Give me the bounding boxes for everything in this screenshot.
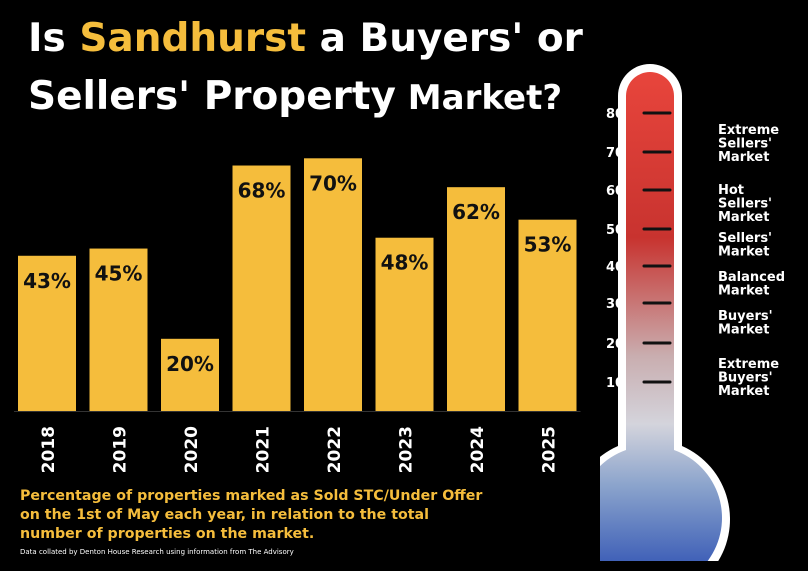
x-tick-label-2022: 2022 xyxy=(325,426,345,473)
scale-label-40: 40 xyxy=(606,260,624,275)
zone-label-5-0: Extreme xyxy=(718,357,779,372)
zone-label-5-1: Buyers' xyxy=(718,371,773,386)
x-tick-label-2021: 2021 xyxy=(254,426,274,473)
data-label-2018: 43% xyxy=(23,269,71,293)
zone-label-0-0: Extreme xyxy=(718,123,779,138)
bar-2025 xyxy=(518,219,577,411)
data-label-2021: 68% xyxy=(238,179,286,203)
bar-2022 xyxy=(304,158,362,411)
bar-2019 xyxy=(89,248,148,411)
data-label-2020: 20% xyxy=(166,352,214,376)
zone-label-1-0: Hot xyxy=(718,183,744,198)
zone-label-0-1: Sellers' xyxy=(718,137,772,152)
data-label-2023: 48% xyxy=(381,251,429,275)
title-location: Sandhurst xyxy=(79,16,307,61)
x-tick-label-2019: 2019 xyxy=(111,426,131,473)
x-tick-label-2025: 2025 xyxy=(540,426,560,473)
chart-title: Is Sandhurst a Buyers' or Sellers' Prope… xyxy=(28,10,583,127)
zone-label-3-1: Market xyxy=(718,284,769,299)
zone-label-1-1: Sellers' xyxy=(718,197,772,212)
zone-label-5-2: Market xyxy=(718,384,769,399)
title-line2: Sellers' Property xyxy=(28,74,396,119)
zone-label-1-2: Market xyxy=(718,210,769,225)
scale-label-60: 60 xyxy=(606,184,624,199)
scale-label-50: 50 xyxy=(606,223,624,238)
zone-label-2-0: Sellers' xyxy=(718,231,772,246)
title-prefix: Is xyxy=(28,16,80,61)
zone-label-2-1: Market xyxy=(718,245,769,260)
data-label-2025: 53% xyxy=(524,233,572,257)
bar-2021 xyxy=(232,165,291,411)
bar-2020 xyxy=(161,338,219,411)
zone-label-0-2: Market xyxy=(718,150,769,165)
bar-2023 xyxy=(375,237,434,411)
data-label-2019: 45% xyxy=(95,262,143,286)
bar-chart: 43% 2018 45% 2019 20% 2020 68% 2021 70% 2022 48% 20… xyxy=(14,158,581,473)
zone-label-3-0: Balanced xyxy=(718,270,785,285)
title-middle: a Buyers' or xyxy=(306,16,583,61)
zone-label-4-1: Market xyxy=(718,323,769,338)
thermometer-fill xyxy=(600,72,722,561)
data-label-2022: 70% xyxy=(309,171,357,195)
data-label-2024: 62% xyxy=(452,200,500,224)
x-tick-label-2023: 2023 xyxy=(397,426,417,473)
bar-2024 xyxy=(447,187,505,411)
x-tick-label-2018: 2018 xyxy=(39,426,59,473)
x-tick-label-2020: 2020 xyxy=(182,426,202,473)
source-note: Data collated by Denton House Research u… xyxy=(20,548,294,556)
scale-label-10: 10 xyxy=(606,376,624,391)
scale-label-30: 30 xyxy=(606,297,624,312)
bar-2018 xyxy=(18,255,76,411)
scale-label-70: 70 xyxy=(606,146,624,161)
chart-caption: Percentage of properties marked as Sold … xyxy=(20,488,483,542)
x-tick-label-2024: 2024 xyxy=(468,426,488,473)
scale-label-80: 80 xyxy=(606,107,624,122)
scale-label-20: 20 xyxy=(606,337,624,352)
zone-label-4-0: Buyers' xyxy=(718,309,773,324)
title-line2-small: Market? xyxy=(395,78,563,118)
